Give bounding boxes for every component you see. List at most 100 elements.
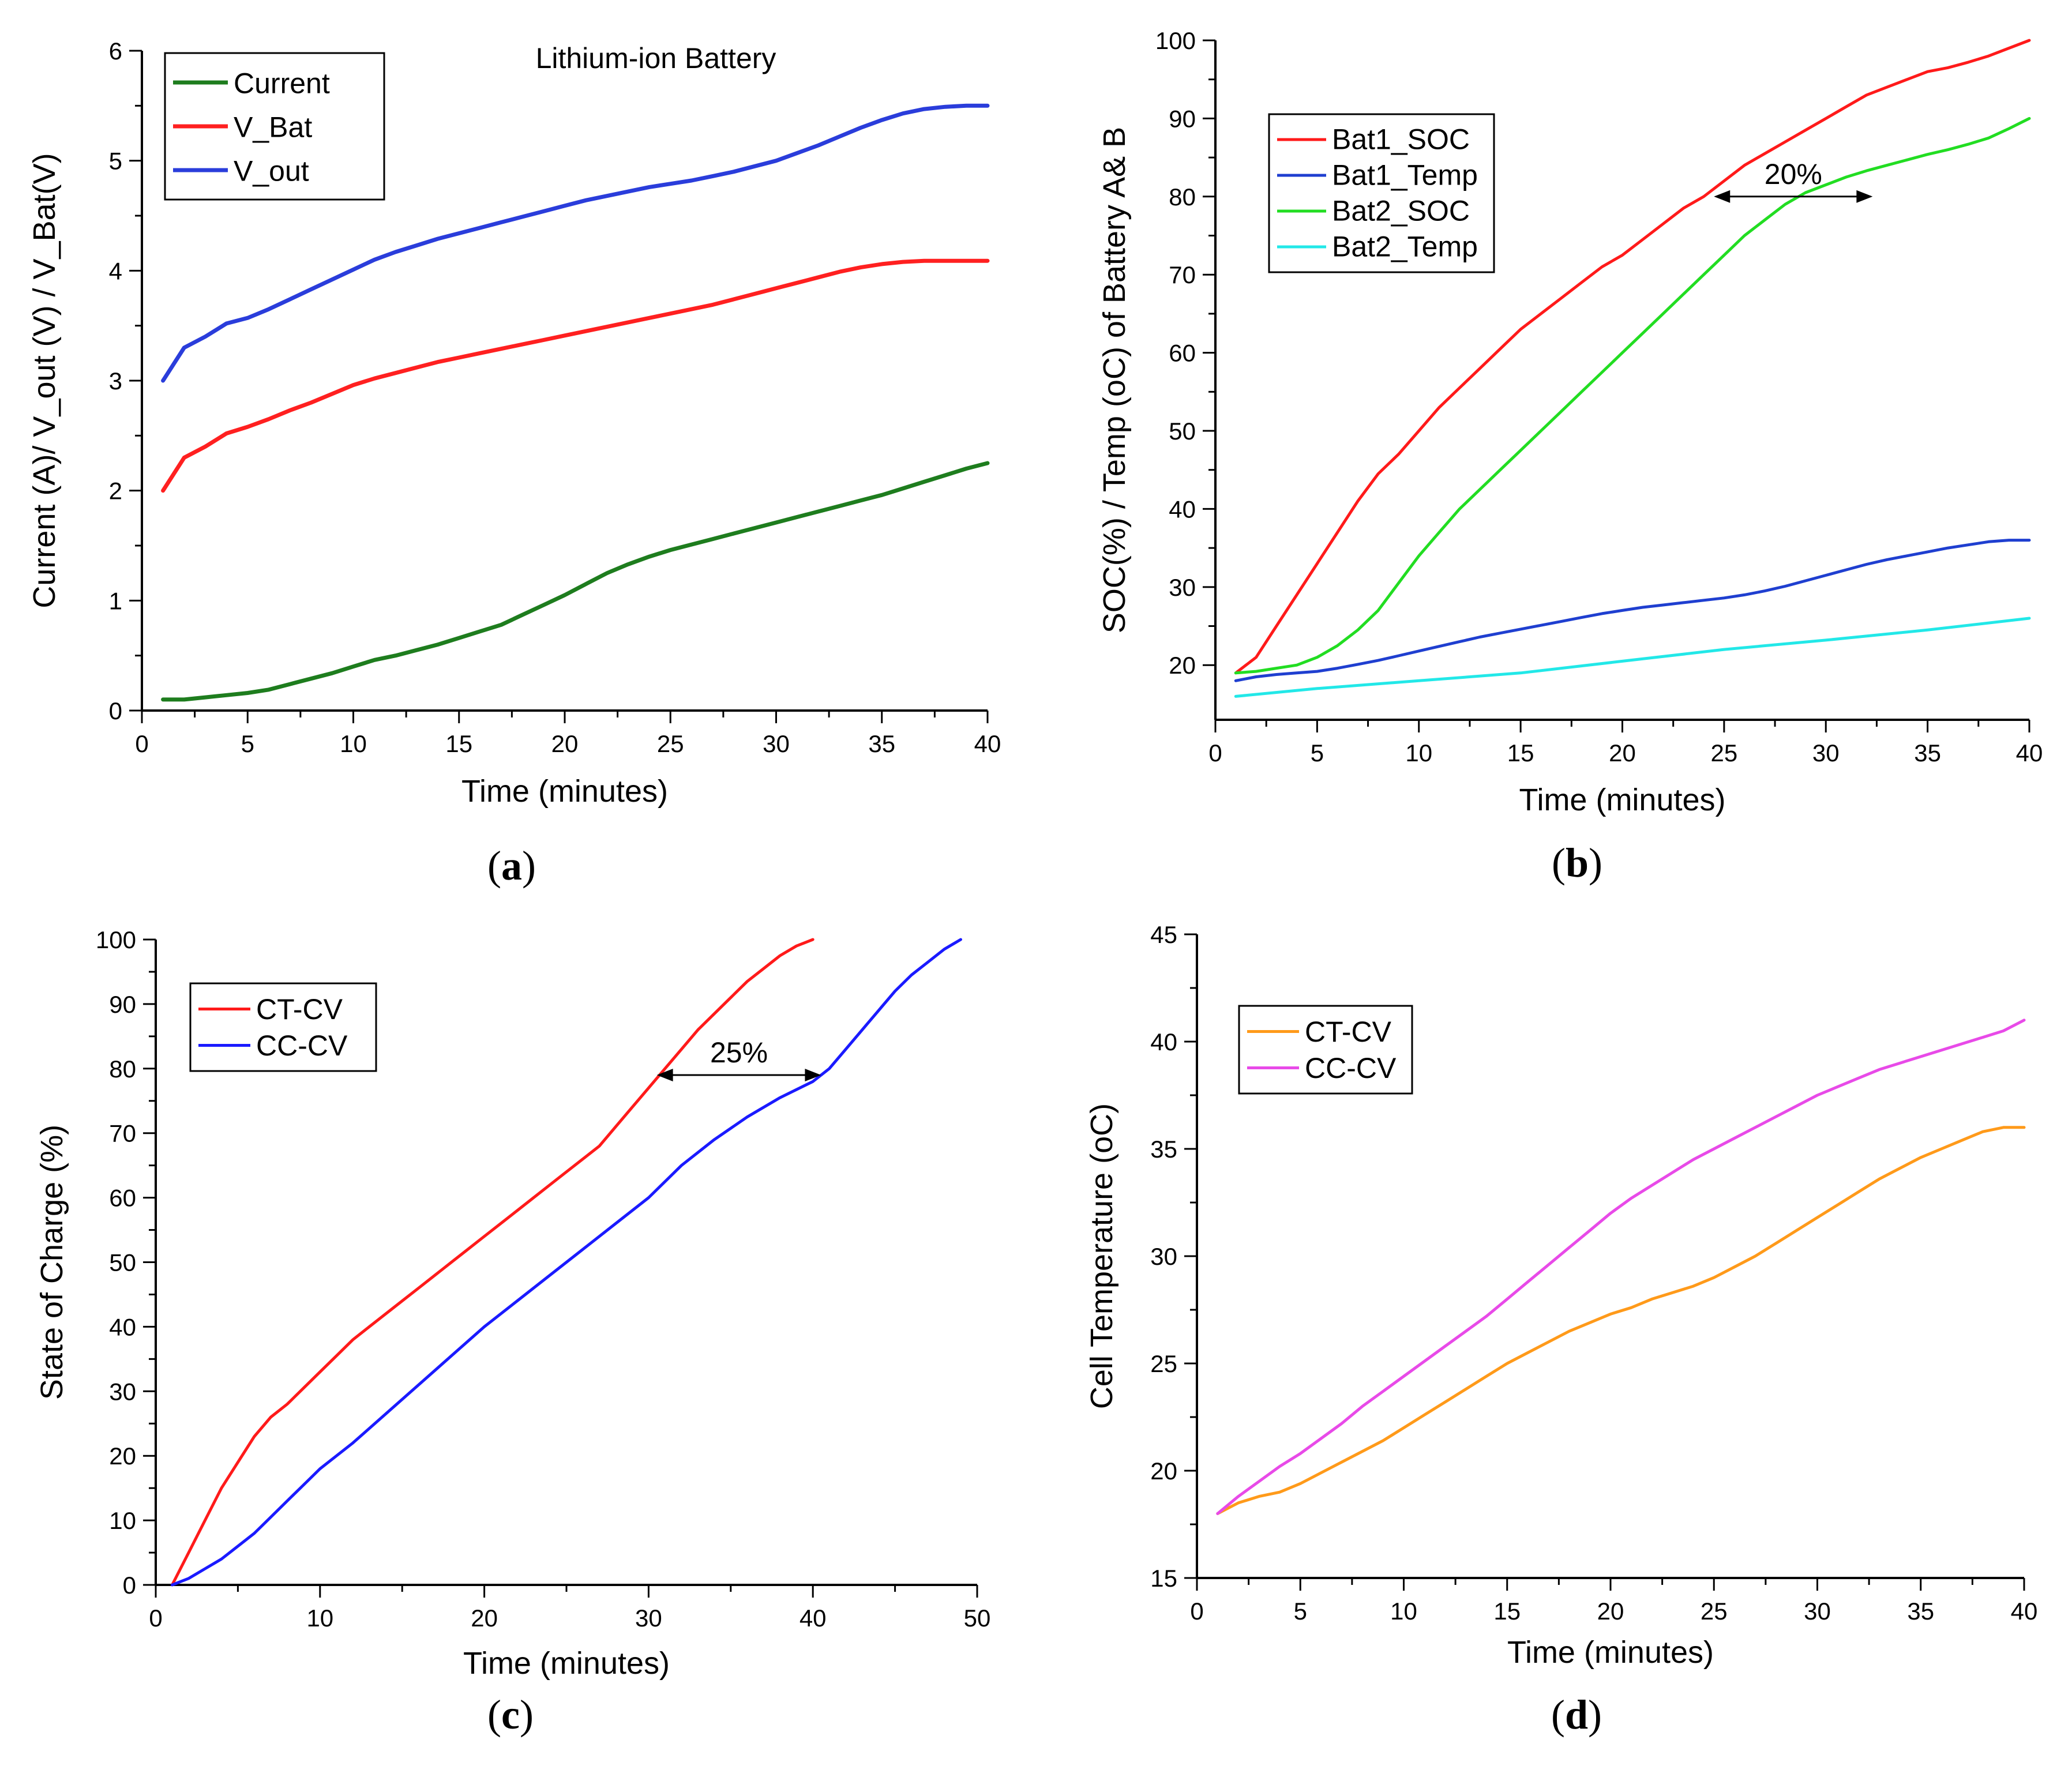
x-tick-label: 30	[635, 1605, 662, 1632]
chart-a: 0 5 10 15 20 25 30 35 40 0 1 2 3 4 5 6 Current (A)/ V_ou…	[27, 37, 1001, 889]
x-tick-label: 0	[135, 730, 148, 757]
series-line-Bat2_SOC	[1234, 117, 2031, 675]
y-tick-label: 100	[1155, 27, 1196, 54]
y-tick-label: 15	[1150, 1565, 1177, 1592]
panel-label: (b)	[1552, 840, 1602, 886]
x-tick-label: 0	[149, 1605, 162, 1632]
y-tick-label: 3	[109, 367, 122, 394]
legend-label-Bat1_Temp: Bat1_Temp	[1332, 159, 1478, 191]
y-tick-label: 20	[1169, 652, 1196, 679]
y-axis-title: Current (A)/ V_out (V) / V_Bat(V)	[27, 153, 62, 608]
series-line-CC-CV	[171, 938, 962, 1587]
legend-box	[1238, 1005, 1413, 1095]
x-tick-label: 30	[1804, 1598, 1831, 1625]
y-tick-label: 10	[109, 1507, 136, 1534]
legend-label-Current: Current	[234, 67, 330, 100]
y-tick-label: 30	[1169, 574, 1196, 601]
x-tick-label: 15	[1507, 739, 1534, 766]
y-tick-label: 5	[109, 148, 122, 175]
y-tick-label: 40	[109, 1313, 136, 1340]
y-tick-label: 0	[123, 1572, 136, 1599]
y-tick-label: 70	[109, 1120, 136, 1147]
y-tick-label: 80	[1169, 183, 1196, 211]
y-tick-label: 60	[1169, 340, 1196, 367]
annotation-arrow-head-left	[656, 1068, 673, 1081]
chart-title: Lithium-ion Battery	[536, 42, 776, 74]
x-tick-label: 5	[1294, 1598, 1307, 1625]
legend-label-Bat1_SOC: Bat1_SOC	[1332, 123, 1470, 156]
y-axis-title: SOC(%) / Temp (oC) of Battery A& B	[1097, 127, 1132, 633]
y-tick-label: 90	[109, 991, 136, 1018]
panel-label: (a)	[487, 843, 536, 889]
legend-label-CC-CV: CC-CV	[256, 1029, 348, 1062]
series-line-V_Bat	[161, 258, 990, 493]
y-tick-label: 25	[1150, 1350, 1177, 1377]
x-tick-label: 10	[306, 1605, 333, 1632]
chart-c: 0 10 20 30 40 50 0 10 20 30 40 50 60 70 80 90 100 State o…	[35, 926, 990, 1738]
annotation-arrow-head-right	[805, 1068, 821, 1081]
x-tick-label: 0	[1190, 1598, 1203, 1625]
x-tick-label: 25	[657, 730, 684, 757]
y-tick-label: 20	[1150, 1457, 1177, 1485]
y-tick-label: 40	[1169, 495, 1196, 523]
panel-label: (d)	[1551, 1692, 1602, 1738]
series-line-Bat2_Temp	[1234, 617, 2031, 698]
x-tick-label: 35	[868, 730, 895, 757]
y-tick-label: 2	[109, 478, 122, 505]
series-line-CT-CV	[1216, 1126, 2026, 1515]
y-tick-label: 90	[1169, 105, 1196, 132]
x-tick-label: 20	[551, 730, 579, 757]
legend-box	[189, 982, 377, 1072]
x-axis-title: Time (minutes)	[461, 774, 668, 809]
annotation-text: 25%	[710, 1036, 768, 1069]
legend-label-CC-CV: CC-CV	[1305, 1052, 1397, 1084]
y-tick-label: 50	[109, 1249, 136, 1276]
chart-d: 0 5 10 15 20 25 30 35 40 15 20 25 30 35 40 45 Cell Tempe…	[1084, 921, 2037, 1738]
series-line-CC-CV	[1216, 1019, 2026, 1515]
panel-label: (c)	[487, 1692, 534, 1738]
series-line-Current	[161, 461, 990, 702]
x-tick-label: 20	[1597, 1598, 1624, 1625]
x-tick-label: 20	[471, 1605, 498, 1632]
legend: CT-CV CC-CV	[1238, 1005, 1413, 1095]
legend: CT-CV CC-CV	[189, 982, 377, 1072]
x-tick-label: 0	[1208, 739, 1222, 766]
y-axis-title: Cell Temperature (oC)	[1084, 1103, 1119, 1409]
series-line-V_out	[161, 103, 990, 383]
x-tick-label: 10	[1405, 739, 1432, 766]
y-tick-label: 30	[109, 1378, 136, 1405]
annotation-arrow-head-right	[1856, 190, 1873, 203]
x-tick-label: 40	[2016, 739, 2043, 766]
x-tick-label: 30	[763, 730, 790, 757]
x-tick-label: 40	[2011, 1598, 2038, 1625]
x-tick-label: 35	[1914, 739, 1941, 766]
x-tick-label: 25	[1701, 1598, 1728, 1625]
x-tick-label: 50	[964, 1605, 991, 1632]
legend: Current V_Bat V_out	[164, 52, 385, 201]
x-tick-label: 40	[974, 730, 1001, 757]
series-line-Bat1_SOC	[1234, 39, 2031, 675]
y-tick-label: 45	[1150, 921, 1177, 948]
y-tick-label: 80	[109, 1055, 136, 1083]
y-tick-label: 50	[1169, 418, 1196, 445]
y-tick-label: 4	[109, 257, 122, 284]
y-tick-label: 0	[109, 697, 122, 724]
legend-label-Bat2_SOC: Bat2_SOC	[1332, 195, 1470, 227]
x-tick-label: 40	[799, 1605, 827, 1632]
x-tick-label: 15	[445, 730, 472, 757]
x-tick-label: 20	[1609, 739, 1636, 766]
y-tick-label: 20	[109, 1442, 136, 1470]
x-axis-title: Time (minutes)	[463, 1646, 670, 1681]
y-tick-label: 35	[1150, 1136, 1177, 1163]
x-tick-label: 10	[1390, 1598, 1417, 1625]
legend-label-Bat2_Temp: Bat2_Temp	[1332, 231, 1478, 263]
legend-label-CT-CV: CT-CV	[256, 993, 343, 1025]
annotation-text: 20%	[1765, 158, 1822, 190]
series-line-CT-CV	[171, 938, 814, 1587]
chart-b: 0 5 10 15 20 25 30 35 40 20 30 40 50 60 70 80 90 100 SOC(%…	[1097, 27, 2043, 886]
series-line-Bat1_Temp	[1234, 539, 2031, 682]
y-tick-label: 6	[109, 37, 122, 65]
x-tick-label: 5	[241, 730, 254, 757]
